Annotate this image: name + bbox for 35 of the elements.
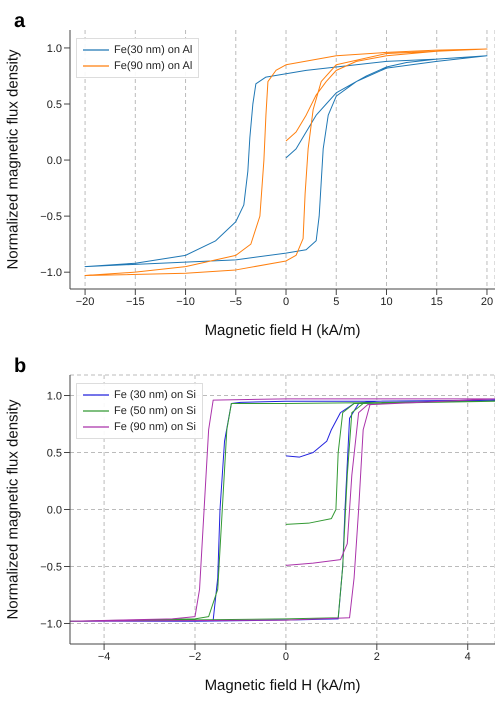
y-tick-label: 0.5: [46, 98, 62, 111]
y-axis-title: Normalized magnetic flux density: [4, 398, 22, 620]
legend-label: Fe (90 nm) on Si: [114, 420, 196, 435]
x-tick-label: −5: [230, 296, 242, 308]
x-tick-label: −20: [76, 296, 94, 308]
x-tick-label: 5: [333, 296, 340, 308]
x-tick-label: −10: [176, 296, 195, 308]
y-tick-label: 1.0: [46, 390, 62, 402]
y-tick-label: −1.0: [40, 267, 62, 280]
chart-title: a: [14, 10, 26, 33]
x-tick-label: 0: [282, 650, 289, 663]
chart-title: b: [14, 355, 26, 378]
y-tick-label: 0.5: [46, 447, 62, 460]
x-axis-title: Magnetic field H (kA/m): [204, 677, 360, 694]
x-tick-label: 4: [464, 650, 471, 663]
legend-label: Fe(30 nm) on Al: [114, 43, 192, 58]
y-tick-label: −1.0: [40, 618, 62, 630]
y-axis-title: Normalized magnetic flux density: [4, 48, 22, 270]
x-tick-label: 10: [380, 296, 393, 308]
y-tick-label: 0.0: [46, 154, 62, 167]
x-tick-label: −15: [126, 296, 145, 308]
legend-label: Fe (30 nm) on Si: [114, 388, 196, 403]
y-tick-label: 0.0: [46, 504, 62, 516]
x-tick-label: 20: [480, 296, 494, 308]
x-tick-label: 15: [430, 296, 443, 308]
y-tick-label: 1.0: [46, 42, 62, 55]
x-tick-label: 2: [374, 650, 380, 663]
x-tick-label: 0: [282, 296, 290, 308]
x-tick-label: −2: [188, 650, 202, 663]
y-tick-label: −0.5: [40, 211, 62, 224]
legend-label: Fe(90 nm) on Al: [114, 59, 192, 74]
x-axis-title: Magnetic field H (kA/m): [204, 322, 360, 339]
y-tick-label: −0.5: [40, 561, 62, 574]
legend-label: Fe (50 nm) on Si: [114, 404, 196, 419]
x-tick-label: −4: [98, 650, 110, 663]
